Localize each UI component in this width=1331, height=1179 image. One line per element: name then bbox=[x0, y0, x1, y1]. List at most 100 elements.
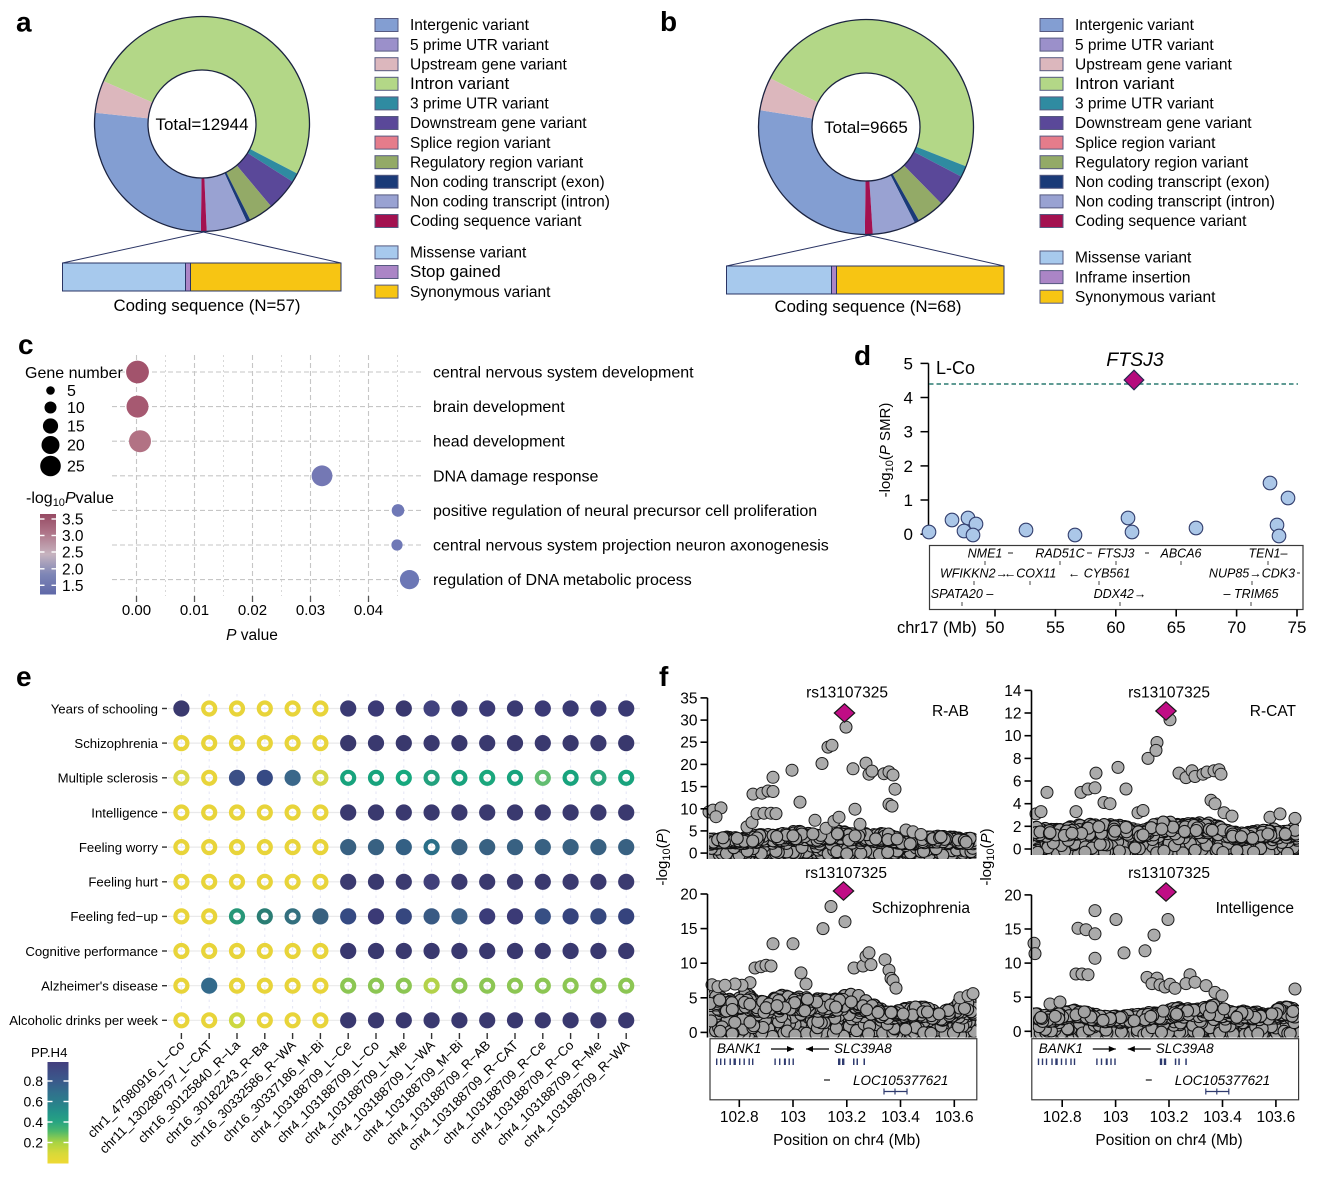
svg-text:TEN1–: TEN1– bbox=[1249, 547, 1289, 561]
svg-text:Coding sequence (N=68): Coding sequence (N=68) bbox=[774, 297, 961, 316]
svg-text:0.6: 0.6 bbox=[24, 1094, 44, 1110]
svg-text:head development: head development bbox=[433, 434, 565, 451]
svg-text:central nervous system develop: central nervous system development bbox=[433, 365, 694, 382]
svg-text:FTSJ3: FTSJ3 bbox=[1098, 547, 1135, 561]
svg-text:SPATA20 –: SPATA20 – bbox=[931, 587, 995, 601]
svg-text:0.4: 0.4 bbox=[24, 1114, 44, 1130]
svg-text:Intergenic variant: Intergenic variant bbox=[410, 17, 530, 34]
svg-text:Intergenic variant: Intergenic variant bbox=[1075, 17, 1195, 34]
svg-text:5: 5 bbox=[904, 354, 913, 373]
svg-text:Feeling fed−up: Feeling fed−up bbox=[70, 909, 158, 924]
svg-text:Gene number: Gene number bbox=[25, 365, 124, 382]
svg-text:Splice region variant: Splice region variant bbox=[410, 135, 551, 152]
svg-text:positive regulation of neural: positive regulation of neural precursor … bbox=[433, 503, 817, 520]
svg-text:NUP85→CDK3: NUP85→CDK3 bbox=[1209, 567, 1295, 581]
svg-text:2: 2 bbox=[904, 457, 913, 476]
svg-text:0.00: 0.00 bbox=[122, 602, 151, 619]
svg-text:Coding sequence variant: Coding sequence variant bbox=[1075, 213, 1247, 230]
svg-text:Non coding transcript (exon): Non coding transcript (exon) bbox=[1075, 174, 1270, 191]
svg-text:RAD51C: RAD51C bbox=[1035, 547, 1085, 561]
svg-text:20: 20 bbox=[67, 438, 85, 455]
svg-text:-log10(P SMR): -log10(P SMR) bbox=[877, 403, 896, 498]
svg-text:Coding sequence (N=57): Coding sequence (N=57) bbox=[113, 296, 300, 315]
svg-text:Total=12944: Total=12944 bbox=[155, 115, 248, 134]
svg-text:55: 55 bbox=[1046, 618, 1065, 637]
svg-text:0.03: 0.03 bbox=[296, 602, 325, 619]
svg-text:Feeling worry: Feeling worry bbox=[79, 840, 159, 855]
svg-text:3.5: 3.5 bbox=[62, 512, 84, 529]
svg-text:50: 50 bbox=[986, 618, 1005, 637]
svg-text:0.02: 0.02 bbox=[238, 602, 267, 619]
svg-text:Intron variant: Intron variant bbox=[410, 74, 509, 93]
svg-text:0.04: 0.04 bbox=[354, 602, 383, 619]
svg-text:10: 10 bbox=[67, 400, 85, 417]
svg-text:Non coding transcript (exon): Non coding transcript (exon) bbox=[410, 174, 605, 191]
svg-text:65: 65 bbox=[1167, 618, 1186, 637]
svg-text:Cognitive performance: Cognitive performance bbox=[25, 944, 158, 959]
svg-text:3.0: 3.0 bbox=[62, 528, 84, 545]
svg-text:e: e bbox=[16, 661, 32, 692]
svg-text:Synonymous variant: Synonymous variant bbox=[1075, 289, 1216, 306]
svg-text:0.2: 0.2 bbox=[24, 1135, 44, 1151]
svg-text:Synonymous variant: Synonymous variant bbox=[410, 284, 551, 301]
svg-text:5 prime UTR variant: 5 prime UTR variant bbox=[1075, 37, 1214, 54]
svg-text:3 prime UTR variant: 3 prime UTR variant bbox=[410, 96, 549, 113]
svg-text:brain development: brain development bbox=[433, 399, 565, 416]
svg-text:Downstream gene variant: Downstream gene variant bbox=[410, 115, 587, 132]
svg-text:←COX11: ←COX11 bbox=[1004, 567, 1057, 581]
svg-text:15: 15 bbox=[67, 419, 85, 436]
svg-text:b: b bbox=[660, 6, 677, 37]
svg-text:ABCA6: ABCA6 bbox=[1160, 547, 1202, 561]
svg-text:– TRIM65: – TRIM65 bbox=[1223, 587, 1279, 601]
svg-text:5: 5 bbox=[67, 383, 76, 400]
svg-text:Missense variant: Missense variant bbox=[1075, 250, 1192, 267]
svg-text:1: 1 bbox=[904, 491, 913, 510]
svg-text:c: c bbox=[18, 329, 34, 360]
svg-text:0.8: 0.8 bbox=[24, 1073, 44, 1089]
svg-text:Regulatory region variant: Regulatory region variant bbox=[1075, 154, 1249, 171]
svg-text:Inframe insertion: Inframe insertion bbox=[1075, 269, 1190, 286]
svg-text:3: 3 bbox=[904, 423, 913, 442]
svg-text:L-Co: L-Co bbox=[936, 358, 975, 378]
svg-text:Alzheimer's disease: Alzheimer's disease bbox=[41, 979, 158, 994]
svg-text:PP.H4: PP.H4 bbox=[31, 1045, 67, 1060]
svg-text:Non coding transcript (intron): Non coding transcript (intron) bbox=[1075, 194, 1275, 211]
svg-text:Upstream gene variant: Upstream gene variant bbox=[1075, 56, 1232, 73]
svg-text:60: 60 bbox=[1106, 618, 1125, 637]
svg-text:a: a bbox=[16, 7, 32, 38]
svg-text:d: d bbox=[854, 340, 871, 371]
svg-text:FTSJ3: FTSJ3 bbox=[1106, 349, 1164, 371]
svg-text:Splice region variant: Splice region variant bbox=[1075, 135, 1216, 152]
svg-text:1.5: 1.5 bbox=[62, 578, 84, 595]
svg-text:Intelligence: Intelligence bbox=[91, 805, 158, 820]
svg-text:Upstream gene variant: Upstream gene variant bbox=[410, 56, 567, 73]
svg-text:Total=9665: Total=9665 bbox=[824, 118, 908, 137]
svg-text:Non coding transcript (intron): Non coding transcript (intron) bbox=[410, 194, 610, 211]
svg-text:Regulatory region variant: Regulatory region variant bbox=[410, 154, 584, 171]
svg-text:5 prime UTR variant: 5 prime UTR variant bbox=[410, 37, 549, 54]
svg-text:4: 4 bbox=[904, 389, 913, 408]
svg-text:0: 0 bbox=[904, 525, 913, 544]
svg-text:2.0: 2.0 bbox=[62, 561, 84, 578]
svg-text:Alcoholic drinks per week: Alcoholic drinks per week bbox=[9, 1013, 158, 1028]
svg-text:Schizophrenia: Schizophrenia bbox=[74, 736, 158, 751]
svg-text:Coding sequence variant: Coding sequence variant bbox=[410, 213, 582, 230]
svg-text:← CYB561: ← CYB561 bbox=[1068, 567, 1131, 581]
svg-text:P value: P value bbox=[226, 627, 278, 644]
svg-text:Feeling hurt: Feeling hurt bbox=[88, 875, 158, 890]
svg-text:chr17 (Mb): chr17 (Mb) bbox=[897, 619, 977, 637]
svg-text:Years of schooling: Years of schooling bbox=[51, 701, 158, 716]
svg-text:central nervous system project: central nervous system projection neuron… bbox=[433, 538, 829, 555]
svg-text:Multiple sclerosis: Multiple sclerosis bbox=[58, 771, 159, 786]
svg-text:25: 25 bbox=[67, 459, 85, 476]
svg-text:DDX42→: DDX42→ bbox=[1094, 587, 1147, 601]
svg-text:2.5: 2.5 bbox=[62, 545, 84, 562]
svg-text:NME1: NME1 bbox=[968, 547, 1003, 561]
svg-text:3 prime UTR variant: 3 prime UTR variant bbox=[1075, 96, 1214, 113]
svg-text:75: 75 bbox=[1288, 618, 1307, 637]
svg-text:70: 70 bbox=[1227, 618, 1246, 637]
svg-text:Intron variant: Intron variant bbox=[1075, 74, 1174, 93]
svg-text:Stop gained: Stop gained bbox=[410, 262, 501, 281]
svg-text:-log10Pvalue: -log10Pvalue bbox=[26, 490, 114, 509]
svg-text:Downstream gene variant: Downstream gene variant bbox=[1075, 115, 1252, 132]
